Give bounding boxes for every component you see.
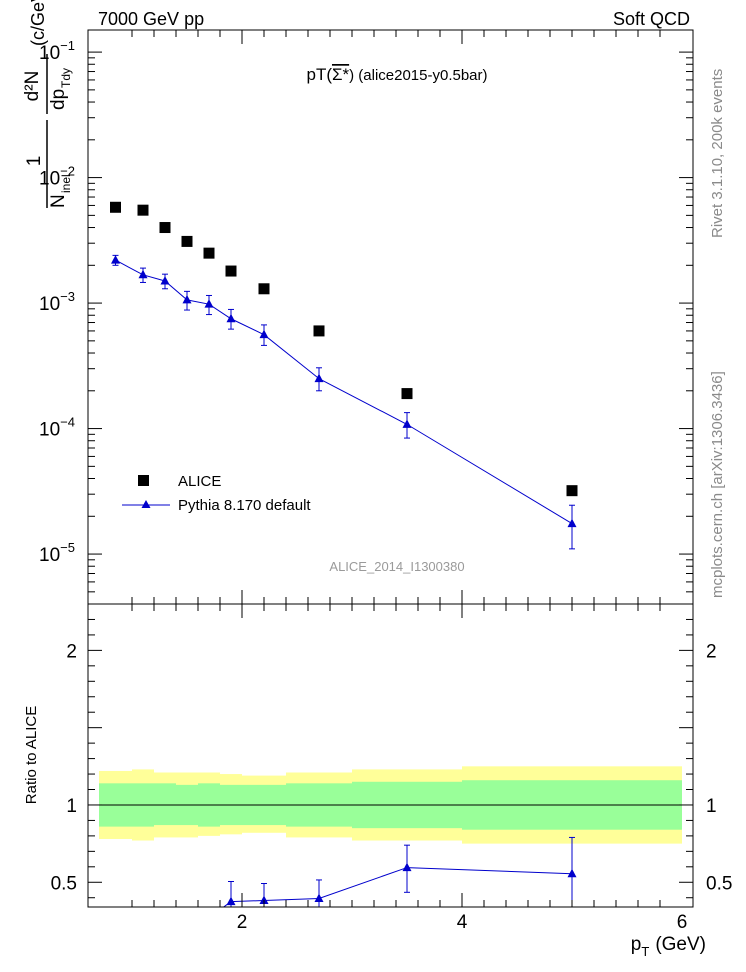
pythia-point: [314, 373, 324, 383]
chart-title: pT(Σ*) (alice2015-y0.5bar): [306, 65, 487, 84]
xlabel-unit: (GeV): [655, 934, 706, 955]
ratio-point: [567, 868, 577, 878]
alice-point: [566, 485, 578, 497]
x-axis-label: pT (GeV): [631, 934, 706, 959]
pythia-point: [259, 329, 269, 339]
ylabel-one: 1: [24, 156, 45, 167]
alice-point: [225, 265, 237, 277]
header-right: Soft QCD: [613, 9, 690, 29]
ratio-x-tick-label: 4: [457, 912, 468, 933]
watermark: ALICE_2014_I1300380: [329, 559, 464, 574]
alice-point: [181, 235, 193, 247]
title-prefix: pT(: [306, 65, 332, 84]
pythia-point: [138, 269, 148, 279]
legend-pythia-label: Pythia 8.170 default: [178, 497, 311, 514]
alice-point: [401, 388, 413, 400]
ratio-point: [402, 862, 412, 872]
mcplots-label: mcplots.cern.ch [arXiv:1306.3436]: [709, 371, 726, 598]
title-suffix: ) (alice2015-y0.5bar): [349, 67, 487, 84]
legend-pythia-marker: [141, 500, 151, 508]
main-y-tick-labels: 10−1 10−2 10−3 10−4 10−5: [39, 38, 75, 566]
pythia-point: [567, 518, 577, 528]
main-y-tick-label: 10−1: [39, 38, 75, 64]
ratio-y-tick-label-right: 1: [706, 796, 717, 817]
legend-alice-label: ALICE: [178, 473, 221, 490]
main-y-tick-label: 10−4: [39, 415, 75, 441]
ylabel-den-dp: dp: [48, 89, 69, 110]
pythia-line: [115, 259, 573, 524]
ratio-x-tick-labels: 2 4 6: [237, 912, 688, 933]
ratio-x-tick-label: 6: [677, 912, 688, 933]
ratio-frame: [87, 603, 694, 908]
ylabel-den-dp-sub: Tdy: [59, 68, 73, 88]
ratio-point: [226, 896, 236, 906]
ylabel-num: d²N: [22, 71, 43, 102]
ratio-y-tick-label-right: 0.5: [706, 873, 732, 894]
pythia-series-main: [111, 254, 577, 550]
ratio-y-tick-label-left: 1: [66, 796, 77, 817]
ratio-ticks: [88, 604, 693, 907]
y-axis-label: 1 N inel d²N dp Tdy (c/GeV): [22, 0, 73, 208]
alice-point: [159, 222, 171, 234]
ylabel-unit: (c/GeV): [28, 0, 48, 46]
pythia-point: [226, 313, 236, 323]
ratio-y-tick-label-right: 2: [706, 641, 717, 662]
ratio-point: [314, 893, 324, 902]
main-y-tick-label: 10−5: [39, 540, 75, 566]
alice-series-main: [110, 201, 578, 497]
ratio-point: [259, 895, 269, 905]
header-left: 7000 GeV pp: [98, 9, 204, 29]
ratio-y-tick-labels: 0.5 0.5 1 1 2 2: [51, 641, 733, 894]
alice-point: [137, 204, 149, 216]
main-y-tick-label: 10−3: [39, 289, 75, 315]
pythia-series-ratio: [222, 836, 577, 907]
ratio-y-tick-label-left: 2: [66, 641, 77, 662]
pythia-point: [402, 419, 412, 428]
legend: ALICE Pythia 8.170 default: [122, 473, 311, 514]
main-y-ticks: [88, 30, 693, 605]
ratio-panel: 0.5 0.5 1 1 2 2 2 4 6 Ratio to ALICE pT (GeV): [23, 603, 733, 959]
main-panel: 10−1 10−2 10−3 10−4 10−5 pT(Σ*) (alice2015-y…: [22, 0, 694, 605]
main-frame: [87, 29, 694, 605]
ratio-line: [230, 867, 573, 903]
ratio-x-tick-label: 2: [237, 912, 248, 933]
pythia-point: [111, 255, 120, 264]
xlabel-main: p: [631, 934, 642, 955]
alice-point: [203, 247, 215, 259]
ylabel-den-n: N: [48, 194, 69, 208]
pythia-point: [182, 294, 192, 304]
alice-point: [258, 283, 270, 295]
alice-point: [110, 201, 121, 213]
rivet-label: Rivet 3.1.10, 200k events: [709, 69, 726, 238]
ylabel-den-sub: inel: [59, 174, 73, 193]
xlabel-sub: T: [641, 944, 649, 959]
ratio-ylabel: Ratio to ALICE: [23, 706, 40, 804]
uncertainty-bands: [99, 766, 682, 844]
alice-point: [313, 325, 325, 337]
title-particle: Σ*: [332, 65, 350, 84]
pythia-point: [160, 275, 170, 285]
pythia-point: [204, 299, 214, 308]
legend-alice-marker: [138, 475, 149, 486]
main-y-tick-label: 10−2: [39, 164, 75, 190]
ratio-y-tick-label-left: 0.5: [51, 873, 77, 894]
green-band-bin: [154, 783, 176, 826]
